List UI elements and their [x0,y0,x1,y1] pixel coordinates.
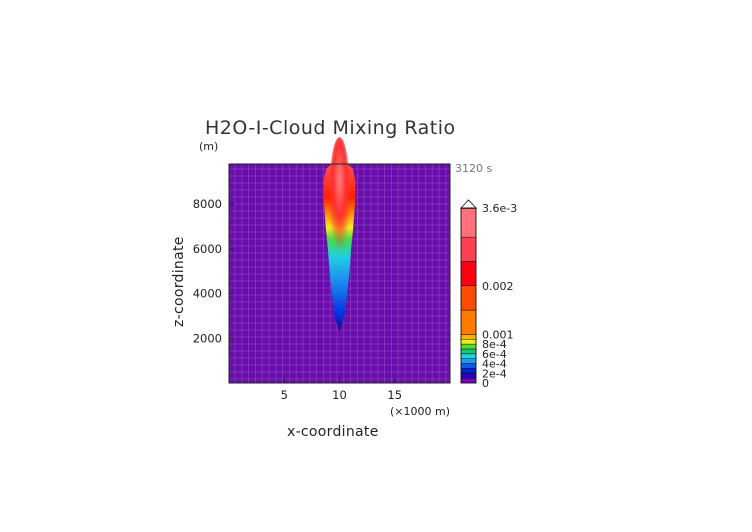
colorbar-level [460,309,477,335]
colorbar-tick-label: 0.002 [482,280,514,293]
y-axis-label: z-coordinate [171,236,187,327]
colorbar-level [460,353,477,359]
colorbar-level [460,285,477,311]
colorbar-level [460,358,477,364]
colorbar-level [460,373,477,379]
y-tick-label: 8000 [193,197,222,211]
y-tick-label: 4000 [193,287,222,301]
x-tick-label: 10 [332,388,347,402]
colorbar-level [460,343,477,350]
colorbar-level [460,348,477,355]
x-axis-label: x-coordinate [287,424,379,440]
x-tick-label: 5 [281,388,288,402]
colorbar-level [460,339,477,345]
cloud-plume-core [329,137,350,258]
colorbar-level [460,377,477,384]
colorbar: 02e-44e-46e-48e-40.001 0.002 3.6e-3 [460,199,517,390]
colorbar-frame [460,207,477,384]
plot-area [228,137,451,384]
y-tick-label: 2000 [193,331,222,345]
colorbar-tick-label: 0.001 [482,328,514,341]
z-unit-label: (m) [199,140,218,153]
grid-lines [229,164,450,383]
colorbar-tick-label: 3.6e-3 [482,202,517,215]
y-axis: 2000 4000 6000 8000 [193,197,234,345]
time-label: 3120 s [455,162,492,175]
colorbar-level [460,261,477,287]
chart-title: H2O-I-Cloud Mixing Ratio [205,117,456,139]
y-tick-label: 6000 [193,242,222,256]
x-axis: 5 10 15 [281,378,402,402]
colorbar-level [460,236,477,262]
x-tick-label: 15 [387,388,402,402]
colorbar-tick-label: 4e-4 [482,358,507,371]
colorbar-tick-label: 0 [482,377,489,390]
colorbar-tick-label: 8e-4 [482,338,507,351]
colorbar-level [460,368,477,374]
x-unit-label: (×1000 m) [390,405,450,418]
colorbar-level [460,207,477,238]
colorbar-level [460,334,477,340]
colorbar-level [460,363,477,369]
colorbar-tick-label: 2e-4 [482,367,507,380]
colorbar-tick-label: 6e-4 [482,348,507,361]
colorbar-extend-arrow [460,199,477,209]
